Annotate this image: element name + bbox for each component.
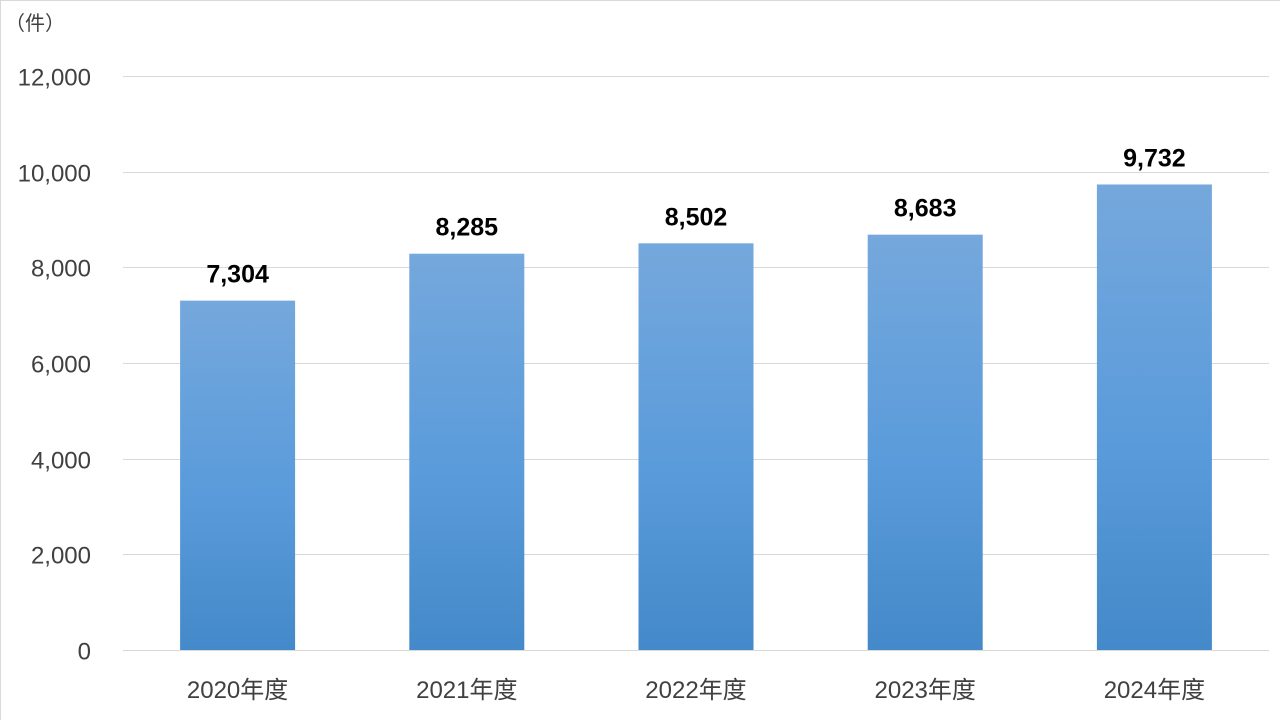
x-tick-label: 2024年度 bbox=[1104, 677, 1205, 704]
data-label: 7,304 bbox=[206, 261, 269, 289]
data-labels: 7,304 8,285 8,502 8,683 9,732 bbox=[206, 144, 1185, 288]
y-unit-label: （件） bbox=[5, 12, 65, 35]
y-tick-label: 10,000 bbox=[18, 161, 91, 188]
bar bbox=[867, 234, 983, 651]
x-tick-label: 2022年度 bbox=[645, 677, 746, 704]
data-label: 8,285 bbox=[436, 214, 499, 242]
x-tick-label: 2020年度 bbox=[187, 677, 288, 704]
y-tick-label: 8,000 bbox=[31, 256, 91, 283]
bar bbox=[180, 300, 296, 650]
bar bbox=[638, 243, 754, 651]
data-label: 9,732 bbox=[1123, 144, 1186, 172]
x-axis-ticks: 2020年度 2021年度 2022年度 2023年度 2024年度 bbox=[187, 677, 1205, 704]
x-tick-label: 2021年度 bbox=[416, 677, 517, 704]
bar bbox=[1096, 184, 1212, 650]
x-tick-label: 2023年度 bbox=[875, 677, 976, 704]
y-tick-label: 0 bbox=[78, 639, 91, 666]
bars bbox=[180, 184, 1212, 651]
y-tick-label: 2,000 bbox=[31, 543, 91, 570]
y-axis-ticks: 0 2,000 4,000 6,000 8,000 10,000 12,000 bbox=[18, 65, 91, 666]
y-tick-label: 4,000 bbox=[31, 448, 91, 475]
data-label: 8,683 bbox=[894, 195, 957, 223]
y-tick-label: 6,000 bbox=[31, 352, 91, 379]
y-tick-label: 12,000 bbox=[18, 65, 91, 92]
bar bbox=[409, 253, 525, 650]
data-label: 8,502 bbox=[665, 203, 728, 231]
